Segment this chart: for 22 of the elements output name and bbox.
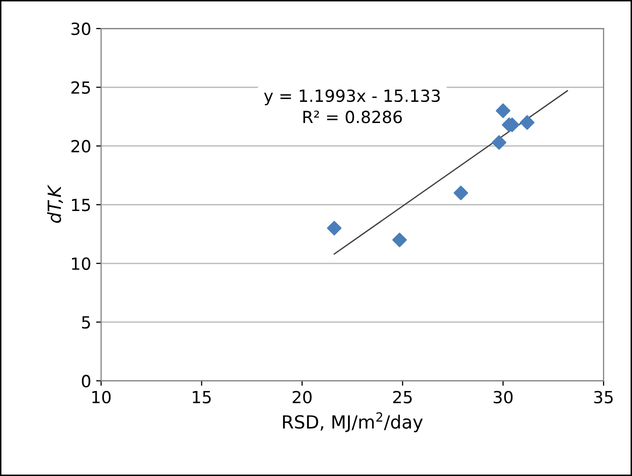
x-axis-title: RSD, MJ/m$^{2}$/day	[283, 412, 423, 432]
x-tick-label: 25	[393, 390, 412, 404]
point	[326, 220, 342, 236]
y-axis-title: dT,K	[47, 184, 63, 223]
y-tick-label: 0	[82, 374, 90, 388]
point	[496, 103, 510, 118]
x-tick-label: 20	[292, 390, 312, 404]
point	[454, 186, 468, 200]
y-tick-label: 15	[72, 198, 90, 212]
point	[520, 115, 534, 130]
x-tick-label: 35	[594, 390, 613, 404]
y-tick-label: 30	[71, 22, 90, 36]
y-tick-label: 5	[82, 316, 90, 329]
point	[392, 232, 407, 248]
x-tick-label: 15	[192, 391, 211, 404]
annotation: y = 1.1993x - 15.133 R² = 0.8286	[264, 89, 440, 124]
y-tick-label: 10	[72, 257, 90, 270]
y-tick-label: 25	[71, 81, 90, 94]
point	[492, 135, 506, 150]
y-tick-label: 20	[71, 140, 90, 153]
x-tick-label: 30	[494, 390, 513, 404]
x-tick-label: 10	[92, 390, 111, 404]
